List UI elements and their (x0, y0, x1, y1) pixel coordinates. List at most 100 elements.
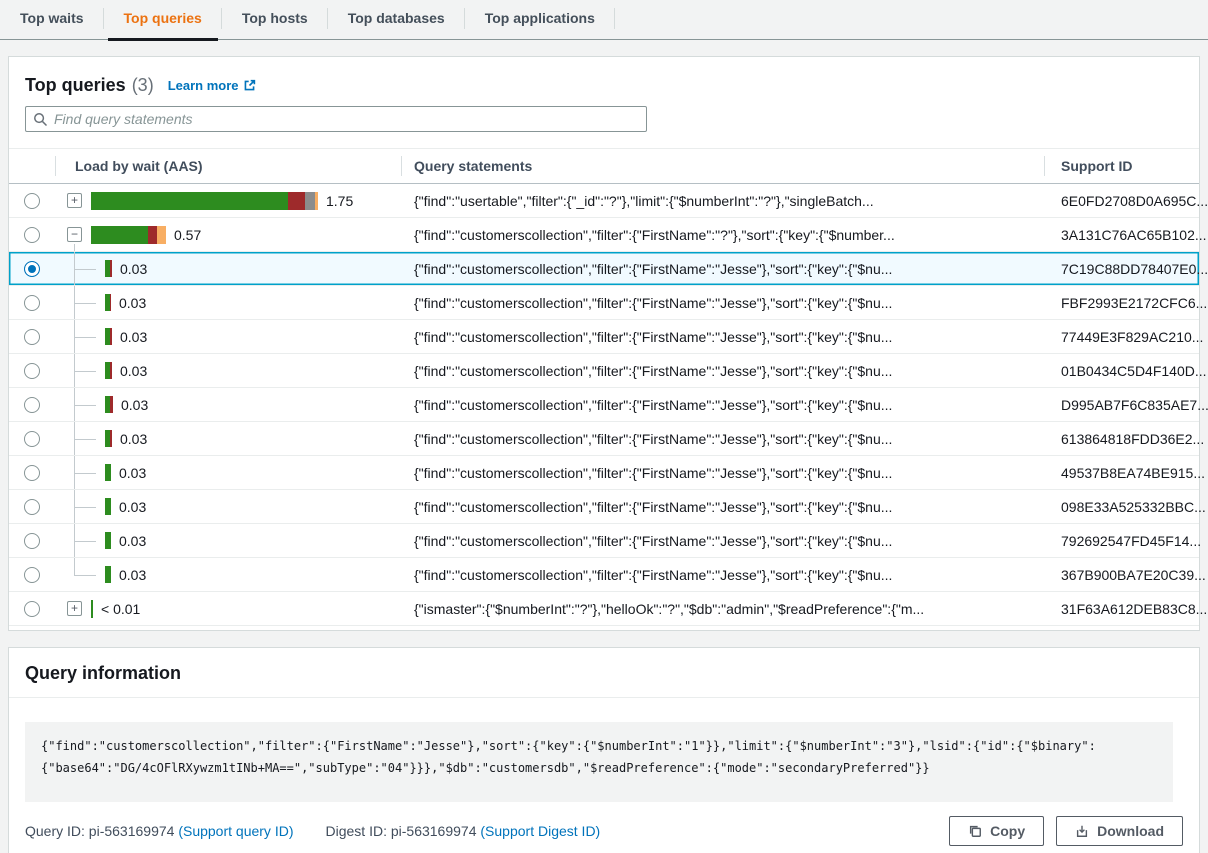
column-header-support: Support ID (1044, 149, 1199, 183)
wait-segment-green (91, 191, 288, 210)
support-id: 367B900BA7E20C39... (1061, 566, 1206, 583)
support-id: 613864818FDD36E2... (1061, 430, 1205, 447)
table-header: Load by wait (AAS) Query statements Supp… (9, 148, 1199, 184)
support-id: D995AB7F6C835AE7... (1061, 396, 1208, 413)
wait-segment-orange (157, 225, 166, 244)
wait-segment-orange (315, 191, 318, 210)
panel-title: Top queries (25, 75, 126, 95)
download-button[interactable]: Download (1056, 816, 1183, 846)
row-radio-button[interactable] (24, 328, 40, 345)
query-statement-link[interactable]: {"find":"customerscollection","filter":{… (414, 362, 893, 379)
row-radio-button[interactable] (24, 192, 40, 209)
query-statement-link[interactable]: {"find":"customerscollection","filter":{… (414, 498, 893, 515)
column-header-query: Query statements (401, 149, 1044, 183)
learn-more-link[interactable]: Learn more (168, 78, 256, 93)
table-row[interactable]: 0.03 {"find":"customerscollection","filt… (9, 422, 1204, 456)
search-input[interactable] (25, 106, 647, 132)
table-row[interactable]: + 1.75 {"find":"usertable","filter":{"_i… (9, 184, 1208, 218)
query-statement-link[interactable]: {"find":"customerscollection","filter":{… (414, 328, 893, 345)
load-value: 0.57 (174, 226, 202, 243)
query-statement-link[interactable]: {"find":"customerscollection","filter":{… (414, 260, 893, 277)
tree-connector-line (74, 244, 75, 251)
copy-button[interactable]: Copy (949, 816, 1045, 846)
tab-top-queries[interactable]: Top queries (104, 0, 223, 41)
load-by-wait-bar (105, 294, 111, 311)
row-radio-button[interactable] (24, 464, 40, 481)
query-information-panel: Query information {"find":"customerscoll… (8, 647, 1200, 853)
table-row[interactable]: 0.03 {"find":"customerscollection","filt… (9, 456, 1205, 490)
tree-branch-line (74, 268, 96, 270)
table-row[interactable]: 0.03 {"find":"customerscollection","filt… (9, 286, 1207, 320)
row-radio-button[interactable] (24, 600, 40, 617)
wait-segment-green (105, 498, 111, 515)
expand-toggle-icon[interactable]: − (67, 226, 82, 242)
table-row[interactable]: 0.03 {"find":"customerscollection","filt… (9, 354, 1207, 388)
wait-segment-green (105, 532, 111, 549)
query-statement-link[interactable]: {"find":"customerscollection","filter":{… (414, 532, 893, 549)
query-statement-link[interactable]: {"find":"customerscollection","filter":{… (414, 566, 893, 583)
query-statement-link[interactable]: {"ismaster":{"$numberInt":"?"},"helloOk"… (414, 600, 925, 617)
tab-top-applications[interactable]: Top applications (465, 0, 616, 39)
expand-toggle-icon[interactable]: + (67, 192, 82, 208)
row-radio-button[interactable] (24, 260, 40, 277)
query-statement-link[interactable]: {"find":"customerscollection","filter":{… (414, 396, 893, 413)
wait-segment-green (105, 362, 110, 379)
load-by-wait-bar (105, 260, 112, 277)
load-value: 0.03 (119, 566, 147, 583)
row-radio-button[interactable] (24, 430, 40, 447)
row-radio-button[interactable] (24, 226, 40, 243)
expand-toggle-icon[interactable]: + (67, 600, 82, 616)
query-statement-link[interactable]: {"find":"customerscollection","filter":{… (414, 464, 893, 481)
row-radio-button[interactable] (24, 362, 40, 379)
load-by-wait-bar (91, 225, 166, 244)
wait-segment-darkred (288, 191, 305, 210)
wait-segment-green (91, 225, 148, 244)
table-row[interactable]: − 0.57 {"find":"customerscollection","fi… (9, 218, 1207, 252)
query-statement-link[interactable]: {"find":"customerscollection","filter":{… (414, 430, 893, 447)
query-statement-link[interactable]: {"find":"usertable","filter":{"_id":"?"}… (414, 192, 874, 209)
external-link-icon (244, 79, 255, 91)
tab-top-waits[interactable]: Top waits (0, 0, 104, 39)
query-statement-link[interactable]: {"find":"customerscollection","filter":{… (414, 226, 895, 243)
load-value: 0.03 (120, 362, 148, 379)
table-row[interactable]: 0.03 {"find":"customerscollection","filt… (9, 320, 1203, 354)
load-by-wait-bar (105, 396, 113, 413)
digest-id-text: Digest ID: pi-563169974 (Support Digest … (325, 823, 601, 839)
load-by-wait-bar (105, 430, 112, 447)
load-value: 0.03 (119, 498, 147, 515)
load-by-wait-bar (91, 191, 318, 210)
support-id: 792692547FD45F14... (1061, 532, 1202, 549)
wait-segment-green (105, 566, 111, 583)
row-radio-button[interactable] (24, 498, 40, 515)
tree-branch-line (74, 506, 96, 508)
query-text-block: {"find":"customerscollection","filter":{… (25, 722, 1173, 802)
tab-top-hosts[interactable]: Top hosts (222, 0, 328, 39)
tab-top-databases[interactable]: Top databases (328, 0, 465, 39)
table-row[interactable]: 0.03 {"find":"customerscollection","filt… (9, 252, 1208, 286)
wait-segment-green (105, 328, 110, 345)
support-id: 01B0434C5D4F140D... (1061, 362, 1207, 379)
tree-branch-line (74, 302, 96, 304)
support-digest-id-link[interactable]: (Support Digest ID) (480, 823, 601, 839)
metric-tabs: Top waits Top queries Top hosts Top databas… (0, 0, 1208, 41)
load-value: 0.03 (121, 396, 149, 413)
support-query-id-link[interactable]: (Support query ID) (178, 823, 294, 839)
support-id: 77449E3F829AC210... (1061, 328, 1204, 345)
tree-branch-line (74, 438, 96, 440)
row-radio-button[interactable] (24, 566, 40, 583)
wait-segment-gray (305, 191, 315, 210)
table-row[interactable]: 0.03 {"find":"customerscollection","filt… (9, 524, 1202, 558)
copy-icon (970, 825, 982, 837)
panel-header: Top queries (3) Learn more (9, 75, 1199, 106)
query-statement-link[interactable]: {"find":"customerscollection","filter":{… (414, 294, 893, 311)
table-row[interactable]: + < 0.01 {"ismaster":{"$numberInt":"?"},… (9, 592, 1207, 626)
row-radio-button[interactable] (24, 294, 40, 311)
row-radio-button[interactable] (24, 396, 40, 413)
table-row[interactable]: 0.03 {"find":"customerscollection","filt… (9, 558, 1206, 592)
row-radio-button[interactable] (24, 532, 40, 549)
table-row[interactable]: 0.03 {"find":"customerscollection","filt… (9, 388, 1208, 422)
support-id: FBF2993E2172CFC6... (1061, 294, 1208, 311)
load-by-wait-bar (105, 328, 112, 345)
wait-segment-green (91, 599, 93, 618)
table-row[interactable]: 0.03 {"find":"customerscollection","filt… (9, 490, 1206, 524)
